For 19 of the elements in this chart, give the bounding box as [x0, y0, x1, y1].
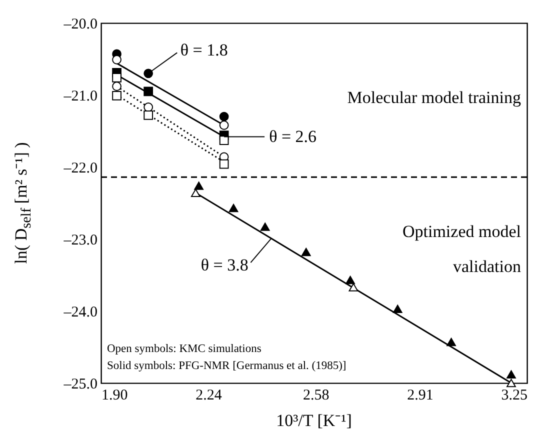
x-tick-label: 2.91 — [407, 388, 434, 404]
y-tick-label: –23.0 — [62, 232, 98, 248]
annotation: Molecular model training — [347, 88, 522, 107]
x-tick-label: 2.58 — [302, 388, 330, 404]
y-tick-label: –24.0 — [62, 304, 98, 320]
annotation: θ = 1.8 — [180, 40, 228, 60]
annotation: θ = 3.8 — [200, 255, 248, 274]
y-tick-label: –20.0 — [62, 16, 98, 32]
y-tick-label: –25.0 — [62, 376, 98, 392]
y-tick-label: –22.0 — [62, 160, 98, 176]
annotation: θ = 2.6 — [269, 126, 317, 146]
y-tick-label: –21.0 — [62, 88, 98, 104]
x-tick-label: 2.24 — [196, 388, 222, 404]
annotation: Open symbols: KMC simulations — [107, 343, 262, 355]
x-tick-label: 1.90 — [102, 388, 128, 404]
annotation: Solid symbols: PFG-NMR [Germanus et al. (1985)] — [107, 360, 346, 372]
x-tick-label: 3.25 — [501, 388, 528, 404]
x-axis-title: 10³/T [K⁻¹] — [276, 410, 352, 431]
annotation: Optimized model validation — [402, 222, 522, 276]
